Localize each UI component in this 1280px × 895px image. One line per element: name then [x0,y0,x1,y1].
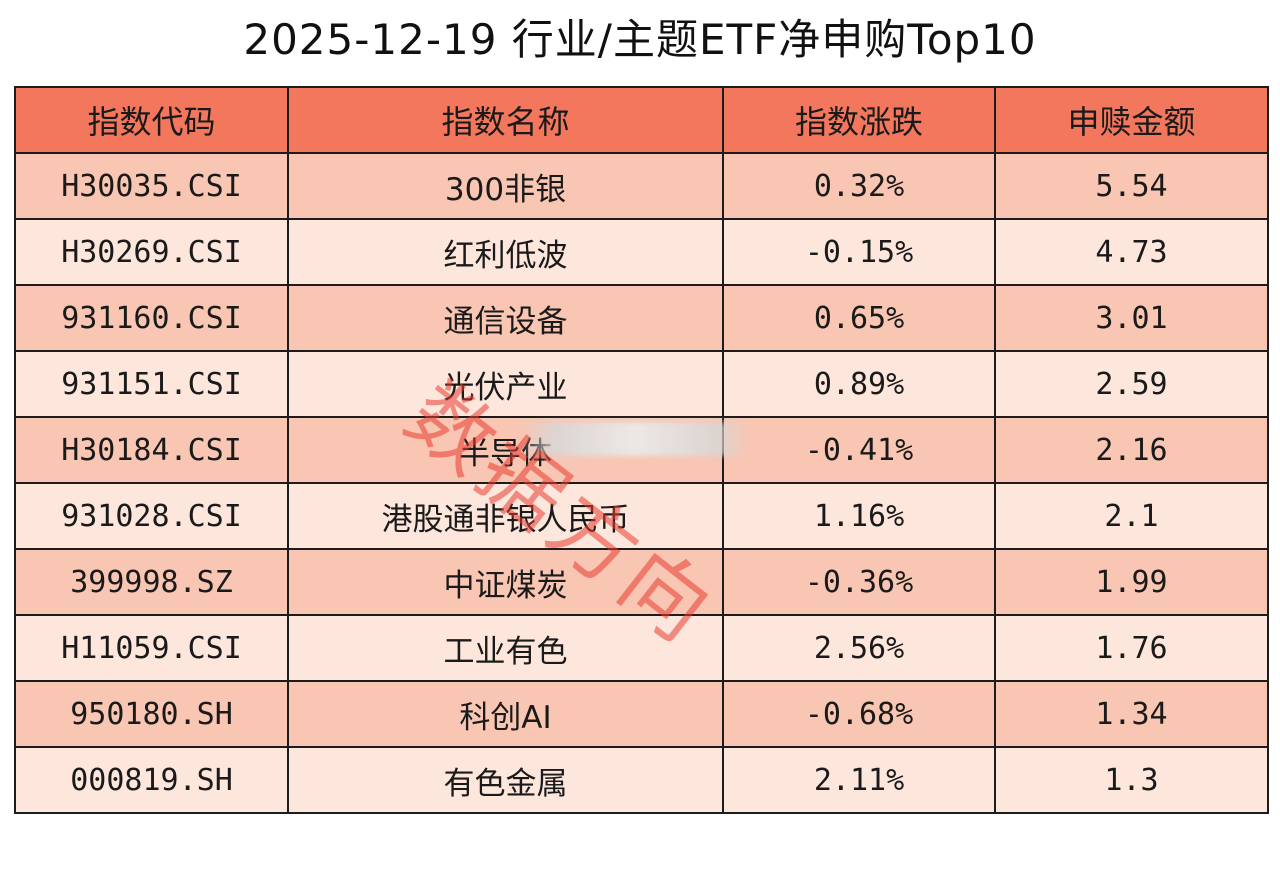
table-header-row: 指数代码 指数名称 指数涨跌 申赎金额 [14,86,1269,154]
cell-net-amount: 3.01 [994,284,1269,352]
cell-net-amount: 2.59 [994,350,1269,418]
cell-index-name: 红利低波 [287,218,724,286]
cell-net-amount: 1.76 [994,614,1269,682]
etf-table: 指数代码 指数名称 指数涨跌 申赎金额 H30035.CSI 300非银 0.32%… [14,86,1269,814]
header-index-name: 指数名称 [287,86,724,154]
cell-index-change: 0.65% [722,284,996,352]
cell-index-code: 931028.CSI [14,482,289,550]
cell-index-code: 950180.SH [14,680,289,748]
cell-index-code: H30035.CSI [14,152,289,220]
cell-index-change: -0.41% [722,416,996,484]
cell-index-name: 科创AI [287,680,724,748]
cell-index-code: H30184.CSI [14,416,289,484]
cell-index-name: 通信设备 [287,284,724,352]
cell-index-code: 931160.CSI [14,284,289,352]
cell-index-name: 300非银 [287,152,724,220]
table-row: 931160.CSI 通信设备 0.65% 3.01 [14,284,1269,352]
cell-index-code: 399998.SZ [14,548,289,616]
cell-index-name: 中证煤炭 [287,548,724,616]
cell-index-change: 2.11% [722,746,996,814]
cell-index-change: 0.89% [722,350,996,418]
cell-net-amount: 2.1 [994,482,1269,550]
table-row: H30035.CSI 300非银 0.32% 5.54 [14,152,1269,220]
table-row: 399998.SZ 中证煤炭 -0.36% 1.99 [14,548,1269,616]
cell-net-amount: 1.34 [994,680,1269,748]
cell-net-amount: 4.73 [994,218,1269,286]
cell-net-amount: 1.3 [994,746,1269,814]
cell-index-change: 2.56% [722,614,996,682]
cell-net-amount: 2.16 [994,416,1269,484]
cell-index-change: -0.15% [722,218,996,286]
header-index-change: 指数涨跌 [722,86,996,154]
cell-index-change: -0.68% [722,680,996,748]
chart-title: 2025-12-19 行业/主题ETF净申购Top10 [243,15,1037,64]
table-row: 931028.CSI 港股通非银人民币 1.16% 2.1 [14,482,1269,550]
cell-index-change: 1.16% [722,482,996,550]
cell-index-name: 工业有色 [287,614,724,682]
table-row: H11059.CSI 工业有色 2.56% 1.76 [14,614,1269,682]
header-net-amount: 申赎金额 [994,86,1269,154]
cell-index-name: 有色金属 [287,746,724,814]
blurred-overlay [520,422,750,456]
cell-index-code: 000819.SH [14,746,289,814]
cell-index-code: H11059.CSI [14,614,289,682]
table-row: H30269.CSI 红利低波 -0.15% 4.73 [14,218,1269,286]
cell-index-code: 931151.CSI [14,350,289,418]
cell-net-amount: 5.54 [994,152,1269,220]
table-row: H30184.CSI 半导体 -0.41% 2.16 [14,416,1269,484]
cell-index-code: H30269.CSI [14,218,289,286]
table-row: 950180.SH 科创AI -0.68% 1.34 [14,680,1269,748]
table-body: H30035.CSI 300非银 0.32% 5.54 H30269.CSI 红利低波 -0… [14,152,1269,814]
cell-index-name: 港股通非银人民币 [287,482,724,550]
cell-index-change: 0.32% [722,152,996,220]
header-index-code: 指数代码 [14,86,289,154]
table-row: 931151.CSI 光伏产业 0.89% 2.59 [14,350,1269,418]
cell-net-amount: 1.99 [994,548,1269,616]
cell-index-name: 光伏产业 [287,350,724,418]
table-row: 000819.SH 有色金属 2.11% 1.3 [14,746,1269,814]
cell-index-change: -0.36% [722,548,996,616]
